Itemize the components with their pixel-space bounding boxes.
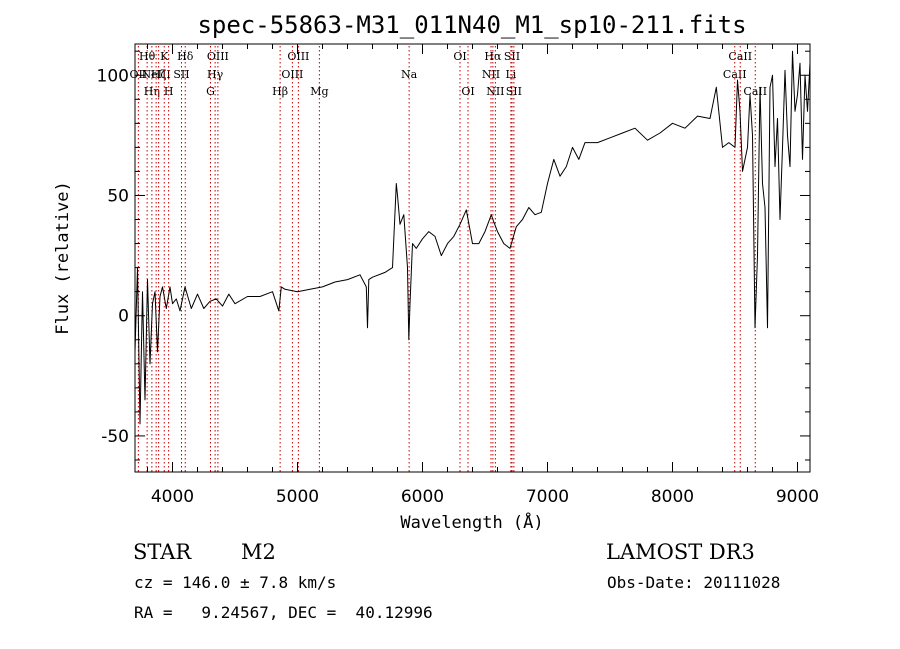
x-tick-label: 9000 (776, 487, 819, 507)
plot-frame (134, 43, 811, 473)
y-axis-label: Flux (relative) (53, 181, 73, 335)
spectral-line-label: Li (505, 68, 516, 81)
spectral-line-label: CaII (743, 85, 767, 98)
flux-line (134, 50, 811, 425)
x-axis-label: Wavelength (Å) (400, 511, 543, 533)
x-tick-label: 6000 (401, 487, 444, 507)
spectral-line-label: SII (506, 85, 522, 98)
survey-name: LAMOST DR3 (606, 540, 755, 564)
object-class: STAR (133, 540, 192, 564)
spectral-line-label: OI (453, 50, 466, 63)
spectral-line-label: CaII (728, 50, 752, 63)
spectral-line-label: Hζ (151, 68, 167, 81)
spectral-line-label: Hδ (177, 50, 194, 63)
y-tick-label: 100 (97, 66, 129, 86)
observation-date: Obs-Date: 20111028 (607, 573, 781, 592)
y-axis-ticks: -50 0 50 100 (97, 50, 810, 461)
redshift-velocity: cz = 146.0 ± 7.8 km/s (134, 573, 337, 592)
spectral-line-label: NeIII (142, 68, 171, 81)
spectral-line-label: SII (173, 68, 189, 81)
x-tick-label: 8000 (651, 487, 694, 507)
spectral-line-label: Na (401, 68, 418, 81)
x-tick-label: 7000 (526, 487, 569, 507)
chart-title: spec-55863-M31_011N40_M1_sp10-211.fits (197, 11, 746, 39)
spectral-line-label: OIII (281, 68, 303, 81)
spectral-line-label: H (164, 85, 174, 98)
spectral-line-label: Mg (310, 85, 328, 98)
spectral-line-label: Hα (484, 50, 502, 63)
spectral-line-label: NII (486, 85, 504, 98)
spectral-line-label: G (206, 85, 215, 98)
spectral-line-label: Hθ (139, 50, 156, 63)
flux-series (134, 50, 811, 425)
object-subclass: M2 (241, 540, 276, 564)
spectral-line-label: Hγ (207, 68, 224, 81)
y-tick-label: 50 (107, 186, 129, 206)
spectral-line-label: K (160, 50, 169, 63)
spectral-line-label: OIII (207, 50, 229, 63)
x-tick-label: 5000 (276, 487, 319, 507)
spectral-line-label: OIII (287, 50, 309, 63)
spectral-line-label: NII (482, 68, 500, 81)
x-tick-label: 4000 (151, 487, 194, 507)
x-axis-ticks: 4000 5000 6000 7000 8000 9000 (147, 44, 819, 507)
ra-dec-coordinates: RA = 9.24567, DEC = 40.12996 (134, 603, 433, 622)
spectral-line-label: Hη (144, 85, 160, 98)
y-tick-label: -50 (101, 427, 129, 447)
spectral-line-label: SII (504, 50, 520, 63)
y-tick-label: 0 (118, 307, 129, 327)
spectral-line-label: OI (461, 85, 474, 98)
spectral-line-label: CaII (723, 68, 747, 81)
spectral-line-label: OII (130, 68, 148, 81)
spectral-line-label: Hβ (272, 85, 288, 98)
